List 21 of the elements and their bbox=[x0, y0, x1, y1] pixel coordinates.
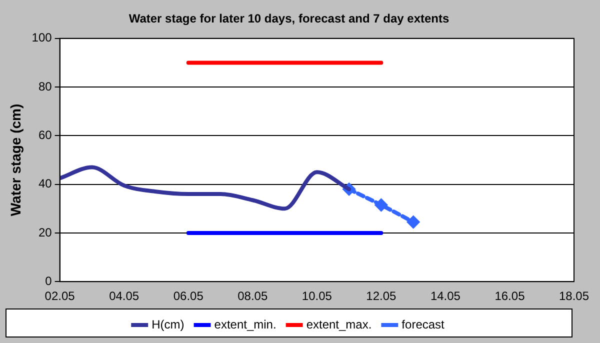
y-tick-label: 40 bbox=[38, 176, 52, 191]
x-tick-label: 06.05 bbox=[173, 289, 204, 304]
legend-label: H(cm) bbox=[152, 317, 184, 332]
y-tick-label: 60 bbox=[38, 128, 52, 142]
y-tick-label: 80 bbox=[38, 79, 52, 94]
x-tick-label: 18.05 bbox=[558, 289, 590, 304]
x-tick-label: 10.05 bbox=[302, 289, 332, 304]
x-tick-label: 12.05 bbox=[366, 289, 397, 304]
legend-label: forecast bbox=[402, 317, 446, 332]
legend-label: extent_max. bbox=[306, 317, 372, 332]
y-tick-label: 100 bbox=[32, 30, 52, 45]
y-tick-label: 20 bbox=[38, 225, 52, 240]
y-tick-label: 0 bbox=[45, 274, 52, 288]
chart-title: Water stage for later 10 days, forecast and 7 day extents bbox=[128, 12, 450, 26]
x-tick-label: 14.05 bbox=[430, 289, 461, 304]
x-tick-label: 04.05 bbox=[109, 289, 140, 304]
x-tick-label: 02.05 bbox=[44, 289, 76, 304]
x-tick-label: 08.05 bbox=[238, 289, 268, 304]
x-tick-label: 16.05 bbox=[494, 289, 526, 304]
y-axis-title: Water stage (cm) bbox=[7, 104, 24, 216]
legend-label: extent_min. bbox=[214, 317, 276, 332]
